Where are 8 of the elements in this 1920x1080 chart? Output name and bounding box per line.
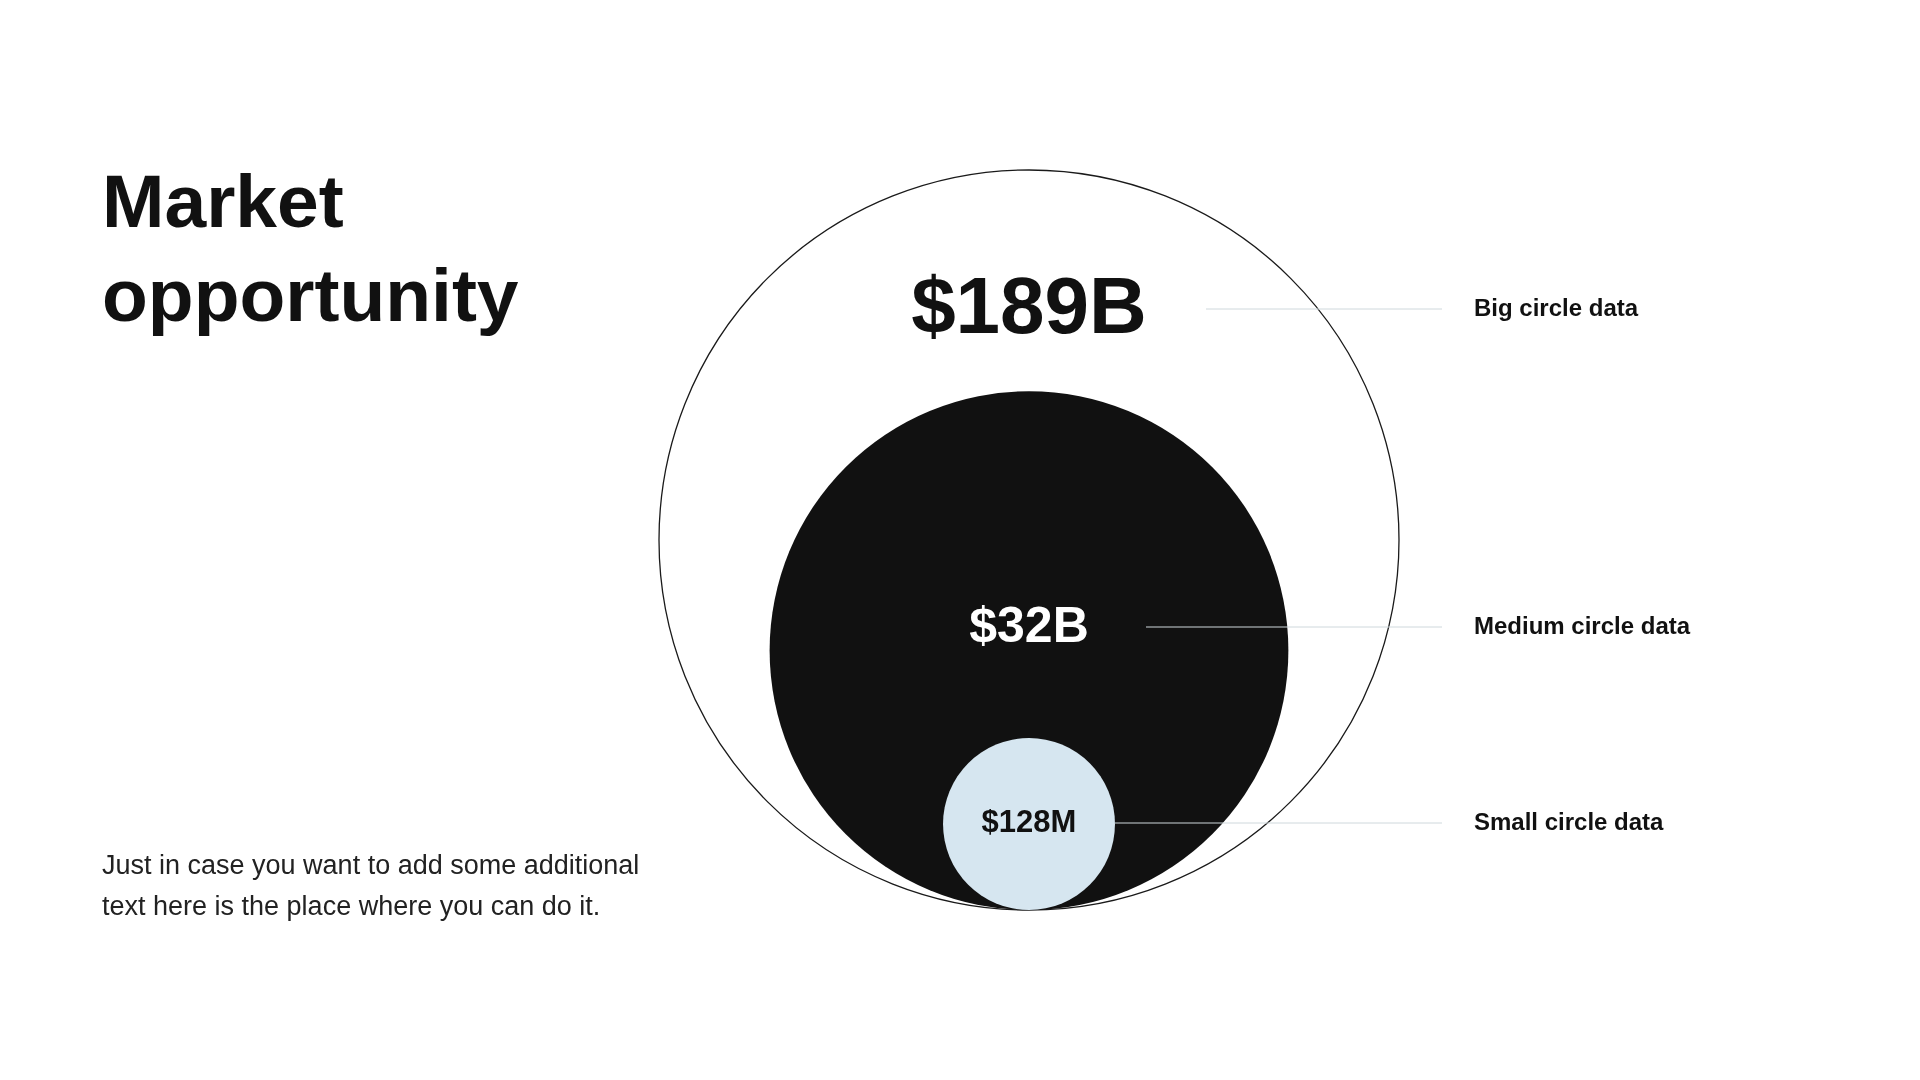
data-label: $128M	[981, 804, 1077, 839]
category-label: Medium circle data	[1474, 612, 1691, 639]
data-label: $189B	[911, 261, 1147, 350]
category-label: Big circle data	[1474, 294, 1639, 321]
category-label: Small circle data	[1474, 808, 1665, 835]
text: Just in case you want to add some additional text here is the place where you can do it.	[102, 850, 640, 921]
data-label: $32B	[969, 597, 1089, 653]
text: Market opportunity	[102, 159, 519, 337]
